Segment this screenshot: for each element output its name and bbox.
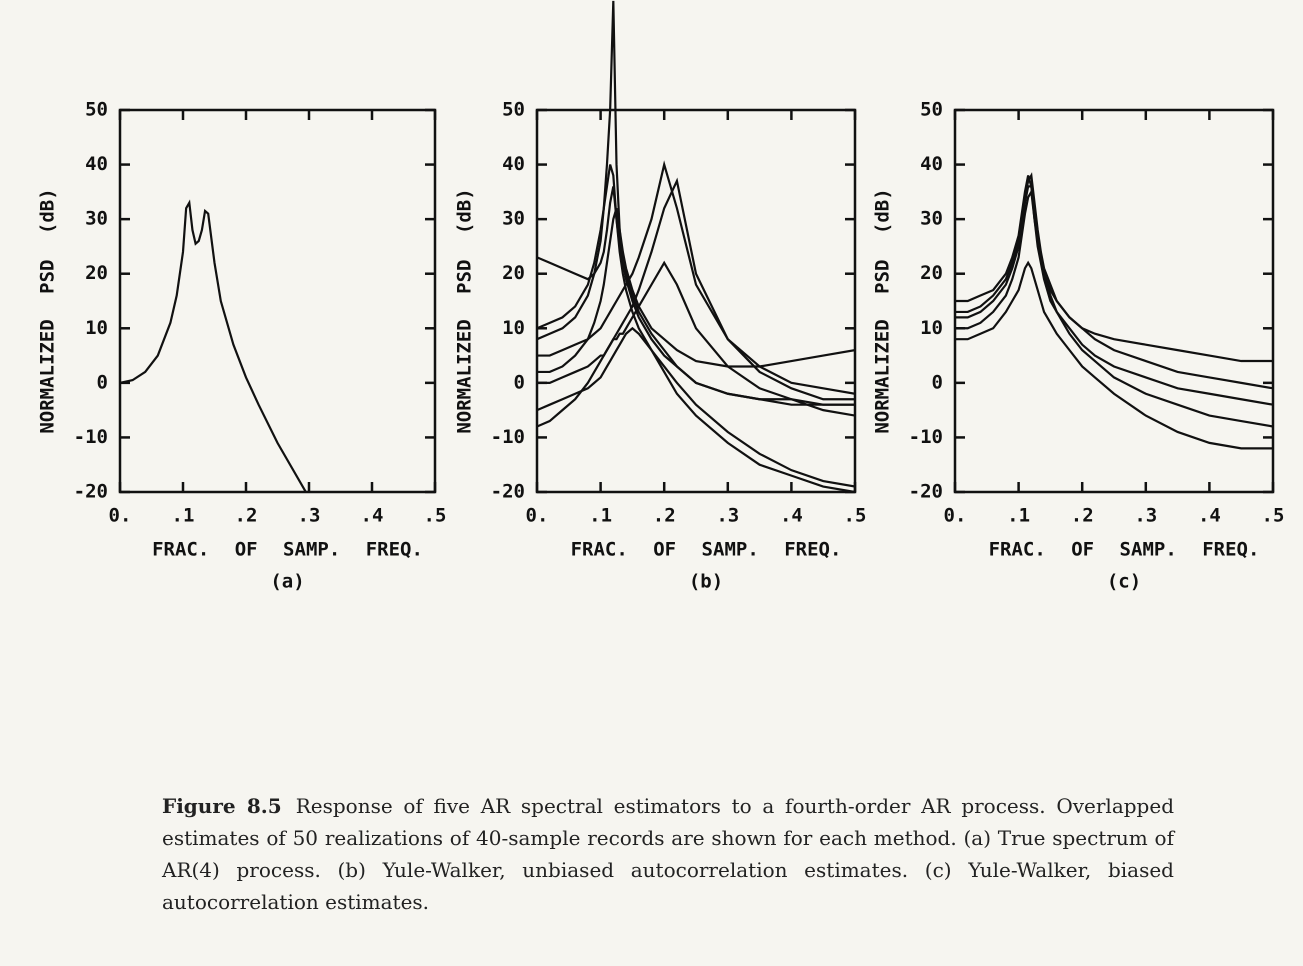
x-axis-label: FRAC. OF SAMP. FREQ. (571, 539, 842, 561)
panel-label: (b) (689, 571, 723, 593)
y-tick-label: 40 (920, 153, 943, 175)
x-tick-label: .2 (653, 505, 676, 527)
y-tick-label: 20 (502, 262, 525, 284)
x-tick-label: .1 (172, 505, 195, 527)
x-tick-label: .4 (780, 505, 803, 527)
y-tick-label: -10 (909, 426, 943, 448)
y-axis-label: NORMALIZED PSD (dB) (37, 188, 59, 433)
y-tick-label: 50 (920, 99, 943, 121)
y-tick-label: 20 (85, 262, 108, 284)
x-tick-label: .3 (298, 505, 321, 527)
x-tick-label: .1 (1007, 505, 1030, 527)
y-tick-label: 0 (97, 371, 108, 393)
y-axis-label: NORMALIZED PSD (dB) (872, 188, 894, 433)
x-tick-label: 0. (109, 505, 132, 527)
line (955, 188, 1273, 428)
y-tick-label: -20 (909, 481, 943, 503)
line (537, 326, 855, 488)
y-tick-label: 10 (85, 317, 108, 339)
y-tick-label: 0 (514, 371, 525, 393)
x-tick-label: .5 (424, 505, 447, 527)
y-axis-label: NORMALIZED PSD (dB) (454, 188, 476, 433)
caption: Figure 8.5 Response of five AR spectral e… (162, 790, 1174, 918)
line (537, 207, 855, 374)
x-tick-label: .2 (1071, 505, 1094, 527)
plot-frame (118, 108, 437, 494)
y-tick-label: 10 (502, 317, 525, 339)
x-tick-label: .2 (235, 505, 258, 527)
y-tick-label: -20 (491, 481, 525, 503)
y-tick-label: 30 (920, 208, 943, 230)
y-tick-label: 30 (502, 208, 525, 230)
x-tick-label: .3 (1134, 505, 1157, 527)
plot-frame (535, 108, 857, 494)
y-tick-label: 0 (932, 371, 943, 393)
line (537, 186, 855, 492)
y-tick-label: 40 (85, 153, 108, 175)
caption-label: Figure 8.5 (162, 794, 282, 818)
caption-text: Response of five AR spectral estimators … (162, 794, 1174, 914)
x-tick-label: .3 (716, 505, 739, 527)
y-tick-label: 10 (920, 317, 943, 339)
line (537, 260, 855, 428)
line (537, 177, 855, 401)
line (955, 260, 1273, 450)
y-tick-label: 30 (85, 208, 108, 230)
x-tick-label: .4 (361, 505, 384, 527)
line (955, 185, 1273, 406)
x-tick-label: .5 (1262, 505, 1285, 527)
x-tick-label: 0. (526, 505, 549, 527)
x-axis-label: FRAC. OF SAMP. FREQ. (989, 539, 1260, 561)
x-tick-label: .1 (589, 505, 612, 527)
line (955, 172, 1273, 363)
y-tick-label: 20 (920, 262, 943, 284)
panel-label: (a) (270, 571, 304, 593)
x-axis-label: FRAC. OF SAMP. FREQ. (152, 539, 423, 561)
x-tick-label: .4 (1198, 505, 1221, 527)
y-tick-label: -10 (491, 426, 525, 448)
line (120, 199, 308, 492)
panel-label: (c) (1107, 571, 1141, 593)
x-tick-label: 0. (944, 505, 967, 527)
y-tick-label: -20 (74, 481, 108, 503)
y-tick-label: 50 (502, 99, 525, 121)
y-tick-label: 50 (85, 99, 108, 121)
y-tick-label: -10 (74, 426, 108, 448)
x-tick-label: .5 (844, 505, 867, 527)
y-tick-label: 40 (502, 153, 525, 175)
